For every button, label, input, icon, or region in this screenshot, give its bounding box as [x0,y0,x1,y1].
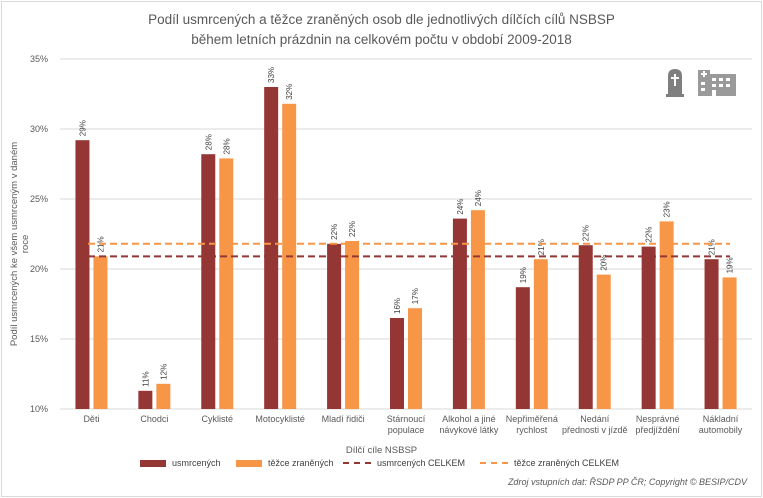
x-tick-label: rychlost [516,425,548,435]
legend-item-usmrcenych-celkem: usmrcených CELKEM [343,458,465,468]
x-tick-label: návykové látky [439,425,499,435]
data-label: 28% [204,134,213,150]
y-tick-label: 30% [30,124,48,134]
y-tick-label: 10% [30,404,48,414]
legend-line-tezce-zranenych-celkem [480,462,508,464]
tombstone-icon [666,69,684,97]
data-label: 12% [159,364,168,380]
x-tick-label: Děti [83,414,99,424]
bar-usmrcenych [515,287,530,409]
data-label: 11% [141,371,150,386]
legend-item-tezce-zranenych: těžce zraněných [236,458,334,468]
data-label: 20% [600,255,609,271]
bar-usmrcenych [75,140,90,409]
x-tick-label: Nesprávné [636,414,680,424]
x-tick-label: Nepřiměřená [506,414,558,424]
data-label: 17% [411,288,420,304]
source-note: Zdroj vstupních dat: ŘSDP PP ČR; Copyrig… [507,477,747,487]
legend-swatch-tezce-zranenych [236,459,262,467]
x-tick-label: Nákladní [703,414,739,424]
data-label: 22% [348,221,357,237]
legend-item-tezce-zranenych-celkem: těžce zraněných CELKEM [480,458,619,468]
legend-label-usmrcenych: usmrcených [172,458,221,468]
data-label: 21% [537,239,546,255]
bar-usmrcenych [327,243,342,409]
bar-tezce-zranenych [722,277,737,409]
data-label: 22% [582,225,591,241]
data-label: 33% [267,67,276,83]
bar-usmrcenych [138,390,153,409]
x-tick-label: Cyklisté [202,414,234,424]
bar-tezce-zranenych [596,274,611,409]
data-label: 28% [222,138,231,154]
bar-usmrcenych [452,218,467,409]
y-tick-label: 15% [30,334,48,344]
icon-group [664,68,744,98]
bar-usmrcenych [264,87,279,409]
chart-title: Podíl usmrcených a těžce zraněných osob … [0,10,763,50]
x-tick-label: předjíždění [635,425,680,435]
bar-tezce-zranenych [93,256,108,409]
data-label: 21% [708,239,717,255]
data-label: 24% [474,190,483,206]
x-tick-label: Stárnoucí [387,414,426,424]
bar-usmrcenych [704,259,719,409]
x-tick-label: automobily [699,425,743,435]
x-tick-label: přednosti v jízdě [562,425,628,435]
data-label: 22% [645,227,654,243]
legend-label-tezce-zranenych-celkem: těžce zraněných CELKEM [514,458,620,468]
bar-tezce-zranenych [470,210,485,409]
legend-line-usmrcenych-celkem [343,462,371,464]
x-tick-label: Alkohol a jiné [442,414,496,424]
data-label: 16% [393,298,402,314]
bar-tezce-zranenych [533,259,548,409]
bar-tezce-zranenych [659,221,674,409]
bar-tezce-zranenych [345,241,360,409]
y-tick-label: 35% [30,54,48,64]
y-tick-label: 20% [30,264,48,274]
x-tick-label: Mladí řidiči [322,414,365,424]
bar-usmrcenych [578,245,593,409]
bar-usmrcenych [641,246,656,409]
bar-usmrcenych [390,318,404,409]
hospital-icon [698,70,736,96]
data-label: 32% [285,84,294,100]
bar-tezce-zranenych [219,158,234,409]
legend-label-tezce-zranenych: těžce zraněných [268,458,334,468]
legend-swatch-usmrcenych [140,459,166,467]
y-tick-label: 25% [30,194,48,204]
x-tick-label: populace [388,425,425,435]
chart-title-line-2: během letních prázdnin na celkovém počtu… [191,32,572,47]
x-axis-label: Dílčí cíle NSBSP [345,445,418,456]
chart-title-line-1: Podíl usmrcených a těžce zraněných osob … [148,12,615,27]
legend-label-usmrcenych-celkem: usmrcených CELKEM [377,458,466,468]
bar-tezce-zranenych [408,308,422,409]
x-tick-label: Chodci [140,414,168,424]
data-label: 19% [726,257,735,273]
data-label: 23% [663,201,672,217]
bar-usmrcenych [201,154,216,409]
legend: usmrcených těžce zraněných usmrcených CE… [140,458,680,472]
x-tick-label: Motocyklisté [255,414,305,424]
data-label: 24% [456,199,465,215]
data-label: 22% [330,224,339,240]
bar-tezce-zranenych [156,383,171,409]
data-label: 29% [78,120,87,136]
legend-item-usmrcenych: usmrcených [140,458,221,468]
x-tick-label: Nedání [580,414,610,424]
data-label: 19% [519,267,528,283]
